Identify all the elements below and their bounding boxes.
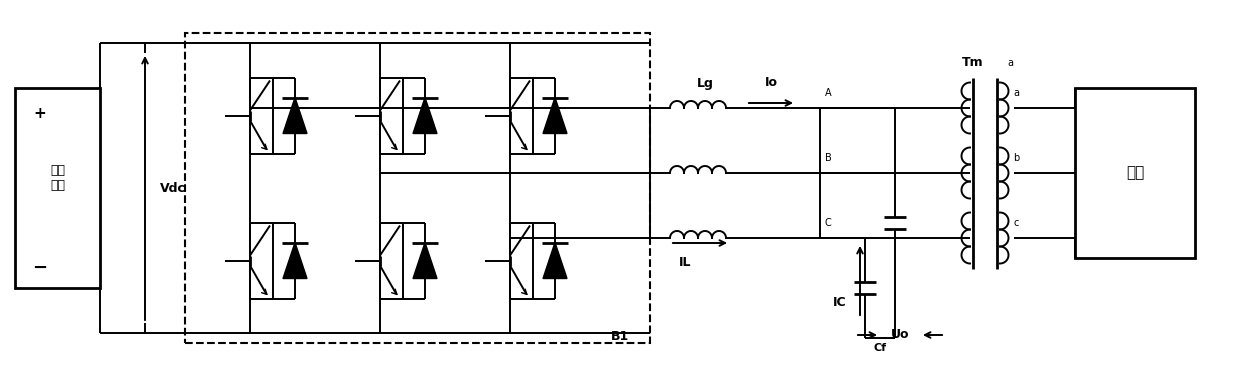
Text: A: A <box>825 88 831 98</box>
Polygon shape <box>283 98 308 133</box>
Bar <box>1075 88 1195 258</box>
Text: +: + <box>33 105 46 121</box>
Text: IL: IL <box>678 257 691 270</box>
Text: 储能
电池: 储能 电池 <box>50 164 64 192</box>
Text: Lg: Lg <box>697 76 713 90</box>
Polygon shape <box>543 98 567 133</box>
Text: Vdc: Vdc <box>160 181 186 195</box>
Polygon shape <box>543 243 567 279</box>
Text: c: c <box>1014 218 1019 228</box>
Text: 负载: 负载 <box>1126 166 1145 181</box>
Text: Cf: Cf <box>873 343 887 353</box>
Polygon shape <box>413 98 436 133</box>
Text: a: a <box>1013 88 1019 98</box>
Text: a: a <box>1007 58 1013 68</box>
Polygon shape <box>283 243 308 279</box>
Text: B: B <box>825 153 831 163</box>
Text: B1: B1 <box>611 330 629 342</box>
Text: IC: IC <box>833 296 847 310</box>
Bar <box>185 33 650 343</box>
Text: Tm: Tm <box>962 56 983 70</box>
Polygon shape <box>413 243 436 279</box>
Text: C: C <box>825 218 831 228</box>
Bar <box>15 88 100 288</box>
Text: Uo: Uo <box>890 328 909 341</box>
Text: −: − <box>32 259 47 277</box>
Text: b: b <box>1013 153 1019 163</box>
Text: Io: Io <box>765 76 777 90</box>
